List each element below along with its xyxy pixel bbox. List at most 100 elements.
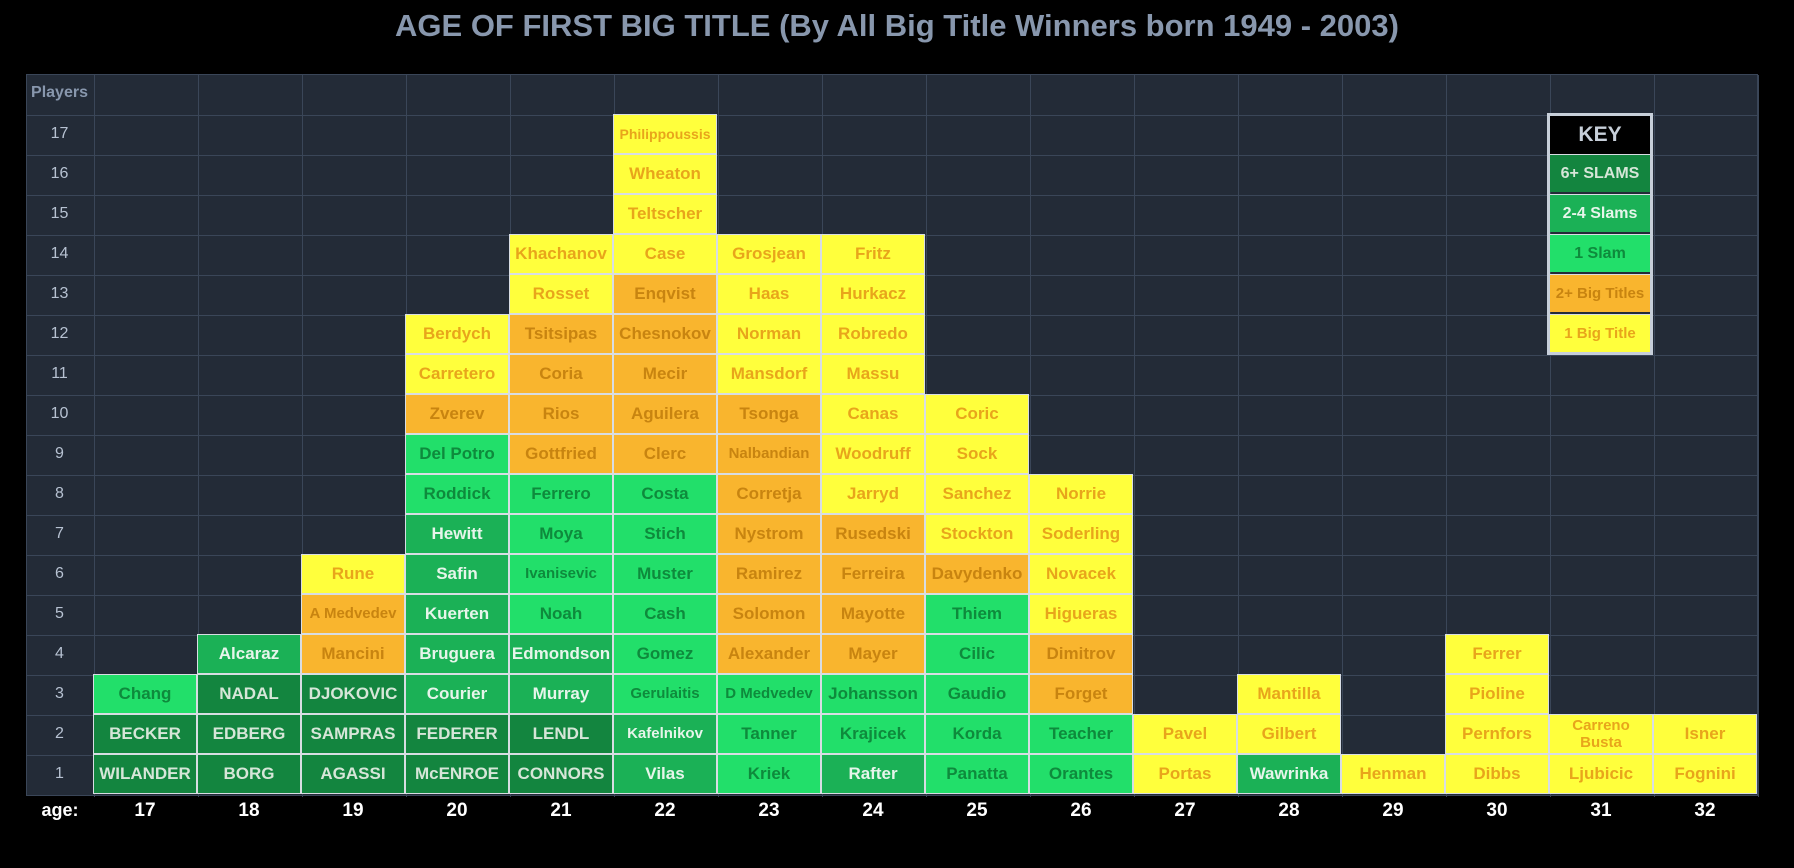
grid-line-vertical — [1758, 75, 1759, 797]
y-tick-label: 17 — [50, 125, 69, 142]
player-cell: Carretero — [405, 354, 509, 394]
player-cell: Nalbandian — [717, 434, 821, 474]
player-cell: Corretja — [717, 474, 821, 514]
player-cell: LENDL — [509, 714, 613, 754]
player-cell: Robredo — [821, 314, 925, 354]
player-cell: Murray — [509, 674, 613, 714]
player-cell: Portas — [1133, 754, 1237, 794]
player-cell: Gomez — [613, 634, 717, 674]
player-cell: Cash — [613, 594, 717, 634]
legend-box — [1547, 113, 1653, 355]
grid-line-horizontal — [27, 195, 1759, 196]
x-tick-label: 31 — [1590, 800, 1612, 821]
player-cell: Enqvist — [613, 274, 717, 314]
grid-line-vertical — [94, 75, 95, 797]
player-cell: Krajicek — [821, 714, 925, 754]
player-cell: Ferrer — [1445, 634, 1549, 674]
y-tick-label: 12 — [50, 325, 69, 342]
player-cell: Sanchez — [925, 474, 1029, 514]
player-cell: Pavel — [1133, 714, 1237, 754]
player-cell: DJOKOVIC — [301, 674, 405, 714]
grid-line-vertical — [302, 75, 303, 797]
player-cell: Carreno Busta — [1549, 714, 1653, 754]
player-cell: Wheaton — [613, 154, 717, 194]
player-cell: A Medvedev — [301, 594, 405, 634]
grid-line-vertical — [1238, 75, 1239, 797]
player-cell: Roddick — [405, 474, 509, 514]
player-cell: Noah — [509, 594, 613, 634]
player-cell: D Medvedev — [717, 674, 821, 714]
x-tick-label: 20 — [446, 800, 468, 821]
player-cell: Alcaraz — [197, 634, 301, 674]
player-cell: Rosset — [509, 274, 613, 314]
player-cell: Kafelnikov — [613, 714, 717, 754]
grid-line-vertical — [1342, 75, 1343, 797]
grid-line-vertical — [1550, 75, 1551, 797]
player-cell: Muster — [613, 554, 717, 594]
player-cell: Chang — [93, 674, 197, 714]
player-cell: Pioline — [1445, 674, 1549, 714]
player-cell: Teltscher — [613, 194, 717, 234]
player-cell: Courier — [405, 674, 509, 714]
player-cell: EDBERG — [197, 714, 301, 754]
player-cell: Teacher — [1029, 714, 1133, 754]
player-cell: Tsitsipas — [509, 314, 613, 354]
player-cell: Fritz — [821, 234, 925, 274]
y-tick-label: 6 — [55, 565, 64, 582]
x-tick-label: 24 — [862, 800, 884, 821]
y-tick-label: 8 — [55, 485, 64, 502]
x-tick-label: 30 — [1486, 800, 1508, 821]
y-axis-title: Players — [31, 84, 88, 101]
player-cell: AGASSI — [301, 754, 405, 794]
player-cell: Higueras — [1029, 594, 1133, 634]
player-cell: Clerc — [613, 434, 717, 474]
player-cell: Gerulaitis — [613, 674, 717, 714]
player-cell: Ramirez — [717, 554, 821, 594]
y-tick-label: 10 — [50, 405, 69, 422]
x-tick-label: 22 — [654, 800, 676, 821]
player-cell: Stockton — [925, 514, 1029, 554]
y-tick-label: 14 — [50, 245, 69, 262]
y-tick-label: 16 — [50, 165, 69, 182]
player-cell: Mancini — [301, 634, 405, 674]
player-cell: Rusedski — [821, 514, 925, 554]
player-cell: Orantes — [1029, 754, 1133, 794]
player-cell: Johansson — [821, 674, 925, 714]
player-cell: Ferreira — [821, 554, 925, 594]
player-cell: Coric — [925, 394, 1029, 434]
player-cell: Hewitt — [405, 514, 509, 554]
y-tick-label: 7 — [55, 525, 64, 542]
player-cell: Norrie — [1029, 474, 1133, 514]
player-cell: Forget — [1029, 674, 1133, 714]
player-cell: Ivanisevic — [509, 554, 613, 594]
grid-line-horizontal — [27, 155, 1759, 156]
player-cell: Kuerten — [405, 594, 509, 634]
player-cell: BORG — [197, 754, 301, 794]
player-cell: Davydenko — [925, 554, 1029, 594]
x-tick-label: 26 — [1070, 800, 1092, 821]
player-cell: Mantilla — [1237, 674, 1341, 714]
y-tick-label: 1 — [55, 765, 64, 782]
player-cell: Isner — [1653, 714, 1757, 754]
player-cell: Zverev — [405, 394, 509, 434]
x-tick-label: 18 — [238, 800, 260, 821]
legend-item: 6+ SLAMS — [1550, 154, 1650, 192]
y-tick-label: 11 — [51, 365, 68, 382]
x-tick-label: 19 — [342, 800, 364, 821]
player-cell: Korda — [925, 714, 1029, 754]
grid-line-vertical — [1134, 75, 1135, 797]
player-cell: Khachanov — [509, 234, 613, 274]
player-cell: Grosjean — [717, 234, 821, 274]
legend-item: 1 Big Title — [1550, 314, 1650, 352]
player-cell: Gaudio — [925, 674, 1029, 714]
player-cell: Safin — [405, 554, 509, 594]
player-cell: Pernfors — [1445, 714, 1549, 754]
player-cell: Vilas — [613, 754, 717, 794]
player-cell: Wawrinka — [1237, 754, 1341, 794]
grid-line-vertical — [1446, 75, 1447, 797]
player-cell: Mayer — [821, 634, 925, 674]
player-cell: Edmondson — [509, 634, 613, 674]
player-cell: Dibbs — [1445, 754, 1549, 794]
player-cell: Mayotte — [821, 594, 925, 634]
player-cell: Sock — [925, 434, 1029, 474]
